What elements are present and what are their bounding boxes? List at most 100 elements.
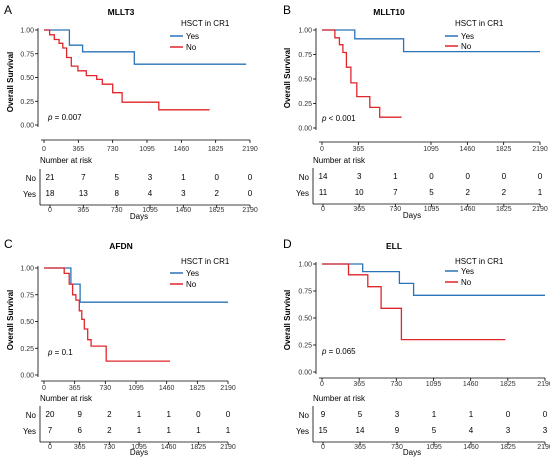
panel-c-y-axis-label: Overall Survival bbox=[6, 290, 15, 350]
panel-a-legend-label-no: No bbox=[186, 43, 197, 52]
panel-c-risk-yes-cell-2: 2 bbox=[107, 426, 112, 435]
panel-d-risk-x-tick-label-6: 2190 bbox=[537, 444, 550, 451]
panel-b-x-tick-label-4: 1825 bbox=[496, 146, 512, 153]
panel-a-y-tick-label-4: 1.00 bbox=[20, 28, 34, 35]
panel-d-y-tick-label-1: 0.25 bbox=[298, 343, 312, 350]
panel-a-risk-x-tick-label-5: 1825 bbox=[209, 207, 225, 214]
panel-a-legend-label-yes: Yes bbox=[186, 32, 199, 41]
panel-d-p-value: p = 0.065 bbox=[321, 347, 356, 356]
panel-d-risk-no-cell-4: 1 bbox=[469, 410, 474, 419]
panel-a-x-axis-label: Days bbox=[130, 212, 148, 221]
panel-c-x-tick-label-6: 2190 bbox=[220, 385, 236, 392]
panel-b-risk-yes-cell-0: 11 bbox=[319, 188, 328, 197]
panel-b-risk-x-tick-label-6: 2190 bbox=[532, 206, 548, 213]
panel-a-y-tick-label-2: 0.50 bbox=[20, 75, 34, 82]
panel-b-risk-yes-cell-1: 10 bbox=[355, 188, 364, 197]
panel-b-y-tick-label-1: 0.25 bbox=[298, 101, 312, 108]
panel-c-risk-yes-cell-3: 1 bbox=[137, 426, 142, 435]
panel-a-legend-title: HSCT in CR1 bbox=[181, 19, 230, 28]
panel-d-title: ELL bbox=[386, 241, 402, 251]
panel-c-x-tick-label-0: 0 bbox=[42, 385, 46, 392]
panel-c: C AFDN Overall Survival HSCT in CR1 Yes … bbox=[4, 237, 230, 457]
panel-c-risk-label-no: No bbox=[26, 411, 37, 420]
panel-b-curve-yes bbox=[322, 29, 540, 53]
panel-c-risk-x-tick-label-3: 1095 bbox=[131, 444, 147, 451]
panel-a-x-tick-label-3: 1095 bbox=[139, 146, 155, 153]
panel-d-risk-no-cell-1: 5 bbox=[358, 410, 363, 419]
panel-d-plot: 0.000.250.500.751.000 365 730 1095 1460 1825 2… bbox=[298, 262, 550, 452]
panel-d-risk-title: Number at risk bbox=[313, 394, 366, 403]
panel-d-x-tick-label-2: 730 bbox=[390, 381, 402, 388]
panel-b-letter: B bbox=[283, 3, 291, 17]
panel-d-risk-x-tick-label-0: 0 bbox=[321, 444, 325, 451]
panel-a-risk-no-cell-0: 21 bbox=[46, 173, 55, 182]
panel-c-risk-no-cell-3: 1 bbox=[137, 410, 142, 419]
panel-a-risk-no-cell-5: 0 bbox=[214, 173, 219, 182]
panel-c-risk-yes-cell-5: 1 bbox=[196, 426, 201, 435]
panel-a-risk-x-tick-label-2: 730 bbox=[111, 207, 123, 214]
panel-c-x-axis-label: Days bbox=[130, 448, 148, 457]
panel-d-risk-x-tick-label-4: 1460 bbox=[463, 444, 479, 451]
panel-b-p-symbol: p bbox=[321, 114, 327, 123]
panel-d-x-tick-label-3: 1095 bbox=[426, 381, 442, 388]
panel-a-risk-no-cell-3: 3 bbox=[148, 173, 153, 182]
panel-c-risk-yes-cell-6: 1 bbox=[226, 426, 231, 435]
panel-a-x-tick-label-2: 730 bbox=[107, 146, 119, 153]
panel-d-x-tick-label-4: 1460 bbox=[463, 381, 479, 388]
panel-d-risk-x-tick-label-1: 365 bbox=[354, 444, 366, 451]
panel-c-risk-no-cell-4: 1 bbox=[166, 410, 171, 419]
panel-a-risk-no-cell-2: 5 bbox=[114, 173, 119, 182]
panel-b-risk-no-cell-0: 14 bbox=[319, 172, 328, 181]
panel-d-risk-label-no: No bbox=[299, 411, 310, 420]
panel-a-curve-no bbox=[44, 29, 210, 111]
panel-c-p-text: = 0.1 bbox=[52, 348, 73, 357]
panel-d-curve-yes bbox=[322, 263, 545, 296]
panel-c-legend-title: HSCT in CR1 bbox=[181, 257, 230, 266]
panel-c-risk-x-tick-label-5: 1825 bbox=[191, 444, 207, 451]
panel-a-p-symbol: p bbox=[47, 113, 53, 122]
panel-d-risk-x-tick-label-3: 1095 bbox=[426, 444, 442, 451]
panel-c-y-tick-label-4: 1.00 bbox=[20, 266, 34, 273]
panel-c-risk-x-tick-label-6: 2190 bbox=[220, 444, 236, 451]
panel-b-risk-no-cell-5: 0 bbox=[502, 172, 507, 181]
panel-c-x-tick-label-3: 1095 bbox=[128, 385, 144, 392]
panel-d-risk-yes-cell-5: 3 bbox=[506, 426, 511, 435]
panel-b-risk-yes-cell-5: 2 bbox=[502, 188, 507, 197]
panel-b-risk-x-tick-label-2: 730 bbox=[389, 206, 401, 213]
panel-b-x-tick-label-1: 365 bbox=[352, 146, 364, 153]
panel-b-risk-x-tick-label-0: 0 bbox=[321, 206, 325, 213]
panel-a-x-tick-label-6: 2190 bbox=[242, 146, 258, 153]
panel-a-x-tick-label-4: 1460 bbox=[174, 146, 190, 153]
panel-d-x-tick-label-6: 2190 bbox=[537, 381, 550, 388]
panel-b-risk-yes-cell-6: 1 bbox=[538, 188, 543, 197]
panel-d-risk-no-cell-0: 9 bbox=[321, 410, 326, 419]
panel-a-risk-yes-cell-2: 8 bbox=[114, 189, 119, 198]
panel-b-risk-no-cell-3: 0 bbox=[429, 172, 434, 181]
panel-b-p-text: < 0.001 bbox=[326, 114, 356, 123]
panel-a-risk-yes-cell-4: 3 bbox=[181, 189, 186, 198]
panel-a: A MLLT3 Overall Survival HSCT in CR1 Yes… bbox=[4, 3, 230, 221]
panel-d-letter: D bbox=[283, 237, 292, 251]
panel-c-risk-x-tick-label-4: 1460 bbox=[161, 444, 177, 451]
panel-c-x-tick-label-5: 1825 bbox=[190, 385, 206, 392]
panel-b-p-value: p < 0.001 bbox=[321, 114, 356, 123]
panel-a-risk-x-tick-label-0: 0 bbox=[48, 207, 52, 214]
panel-c-y-tick-label-1: 0.25 bbox=[20, 346, 34, 353]
panel-c-curve-yes bbox=[44, 267, 228, 303]
panel-b-legend-label-no: No bbox=[461, 42, 472, 51]
panel-c-x-tick-label-2: 730 bbox=[99, 385, 111, 392]
panel-d-risk-x-tick-label-5: 1825 bbox=[500, 444, 516, 451]
panel-c-letter: C bbox=[4, 237, 13, 251]
panel-d: D ELL Overall Survival HSCT in CR1 Yes N… bbox=[283, 237, 504, 457]
panel-c-risk-yes-cell-0: 7 bbox=[48, 426, 53, 435]
panel-b: B MLLT10 Overall Survival HSCT in CR1 Ye… bbox=[283, 3, 504, 220]
panel-a-curve-yes bbox=[44, 29, 247, 65]
panel-c-risk-no-cell-6: 0 bbox=[226, 410, 231, 419]
panel-d-y-tick-label-4: 1.00 bbox=[298, 262, 312, 269]
panel-b-x-tick-label-0: 0 bbox=[320, 146, 324, 153]
panel-c-p-value: p = 0.1 bbox=[47, 348, 73, 357]
panel-b-title: MLLT10 bbox=[373, 7, 405, 17]
panel-d-y-tick-label-0: 0.00 bbox=[298, 370, 312, 377]
panel-a-x-tick-label-5: 1825 bbox=[208, 146, 224, 153]
panel-b-risk-yes-cell-3: 5 bbox=[429, 188, 434, 197]
